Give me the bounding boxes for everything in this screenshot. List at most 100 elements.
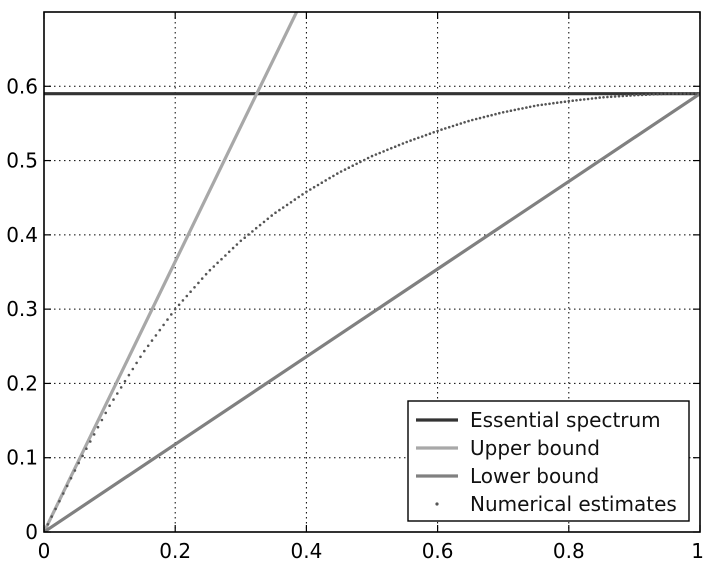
estimate-point bbox=[297, 195, 301, 199]
estimate-point bbox=[691, 92, 694, 95]
estimate-point bbox=[309, 188, 312, 191]
estimate-point bbox=[181, 299, 185, 302]
estimate-point bbox=[525, 106, 528, 109]
estimate-point bbox=[65, 484, 69, 488]
estimate-point bbox=[251, 230, 254, 233]
estimate-point bbox=[563, 100, 567, 103]
y-tick-label: 0.5 bbox=[6, 149, 38, 173]
estimate-point bbox=[417, 136, 420, 140]
estimate-point bbox=[478, 116, 482, 120]
estimate-point bbox=[135, 361, 138, 365]
estimate-point bbox=[413, 137, 416, 141]
estimate-point bbox=[656, 92, 659, 96]
estimate-point bbox=[293, 198, 297, 201]
estimate-point bbox=[100, 418, 104, 422]
estimate-point bbox=[451, 124, 455, 128]
estimate-point bbox=[606, 95, 609, 99]
estimate-point bbox=[683, 92, 686, 95]
estimate-point bbox=[231, 246, 235, 250]
estimate-point bbox=[247, 233, 250, 236]
estimate-point bbox=[694, 92, 698, 95]
estimate-point bbox=[687, 92, 690, 95]
estimate-point bbox=[424, 133, 428, 137]
estimate-point bbox=[270, 214, 274, 217]
estimate-point bbox=[498, 111, 501, 115]
estimate-point bbox=[621, 94, 625, 98]
estimate-point bbox=[509, 109, 513, 112]
estimate-point bbox=[447, 125, 451, 129]
estimate-point bbox=[116, 392, 119, 395]
estimate-point bbox=[625, 94, 628, 97]
estimate-point bbox=[301, 193, 304, 196]
estimate-point bbox=[119, 386, 123, 389]
x-tick-label: 0.6 bbox=[422, 539, 454, 560]
estimate-point bbox=[266, 217, 270, 221]
estimate-point bbox=[540, 103, 544, 107]
legend-box bbox=[407, 400, 690, 522]
estimate-point bbox=[440, 128, 443, 131]
estimate-point bbox=[359, 160, 362, 164]
estimate-point bbox=[85, 447, 88, 451]
estimate-point bbox=[644, 93, 648, 96]
y-tick-label: 0.4 bbox=[6, 223, 38, 247]
estimate-point bbox=[197, 281, 200, 285]
estimate-point bbox=[637, 93, 640, 97]
estimate-point bbox=[324, 179, 328, 182]
estimate-point bbox=[170, 313, 173, 316]
estimate-point bbox=[166, 318, 169, 321]
estimate-point bbox=[339, 170, 343, 173]
estimate-point bbox=[397, 143, 401, 147]
estimate-point bbox=[123, 379, 127, 383]
tick-layer: 0 0.2 0.4 0.6 0.8 1 0 0.1 0.2 0.3 0.4 0.5 0.6 bbox=[6, 12, 704, 563]
series-line-lower-bound bbox=[44, 92, 700, 532]
estimate-point bbox=[494, 112, 497, 116]
estimate-point bbox=[262, 220, 266, 224]
estimate-point bbox=[143, 349, 146, 353]
estimate-point bbox=[521, 107, 524, 110]
estimate-point bbox=[278, 208, 281, 212]
estimate-point bbox=[62, 492, 65, 495]
estimate-point bbox=[347, 166, 351, 169]
estimate-point bbox=[386, 148, 389, 152]
estimate-point bbox=[312, 185, 316, 189]
estimate-point bbox=[92, 433, 96, 436]
estimate-point bbox=[667, 92, 671, 95]
legend-label-lower-bound: Lower bound bbox=[470, 464, 599, 488]
estimate-point bbox=[216, 261, 219, 265]
legend-label-essential-spectrum: Essential spectrum bbox=[470, 408, 661, 432]
estimate-point bbox=[227, 250, 231, 254]
estimate-point bbox=[640, 93, 644, 97]
estimate-point bbox=[474, 117, 478, 121]
estimate-point bbox=[370, 154, 374, 158]
series-markers-numerical-estimates bbox=[44, 92, 700, 532]
estimate-point bbox=[146, 344, 150, 348]
estimate-point bbox=[617, 94, 621, 98]
estimate-point bbox=[58, 499, 61, 503]
estimate-point bbox=[104, 411, 107, 415]
estimate-point bbox=[652, 93, 655, 96]
estimate-point bbox=[69, 476, 73, 480]
estimate-point bbox=[73, 469, 77, 472]
estimate-point bbox=[254, 226, 258, 230]
estimate-point bbox=[81, 454, 84, 458]
estimate-point bbox=[482, 115, 486, 119]
estimate-point bbox=[378, 151, 382, 155]
estimate-point bbox=[633, 93, 636, 97]
estimate-point bbox=[405, 140, 409, 144]
estimate-point bbox=[332, 174, 335, 178]
estimate-point bbox=[343, 168, 347, 171]
estimate-point bbox=[193, 286, 196, 289]
estimate-point bbox=[579, 98, 582, 102]
estimate-point bbox=[112, 398, 115, 401]
estimate-point bbox=[158, 328, 162, 332]
estimate-point bbox=[679, 92, 682, 95]
estimate-point bbox=[108, 404, 111, 408]
legend-label-upper-bound: Upper bound bbox=[470, 436, 600, 460]
plot-frame bbox=[43, 11, 701, 533]
estimate-point bbox=[200, 277, 204, 280]
estimate-point bbox=[139, 355, 142, 359]
estimate-point bbox=[274, 211, 277, 214]
estimate-point bbox=[575, 99, 578, 102]
estimate-point bbox=[428, 132, 432, 135]
